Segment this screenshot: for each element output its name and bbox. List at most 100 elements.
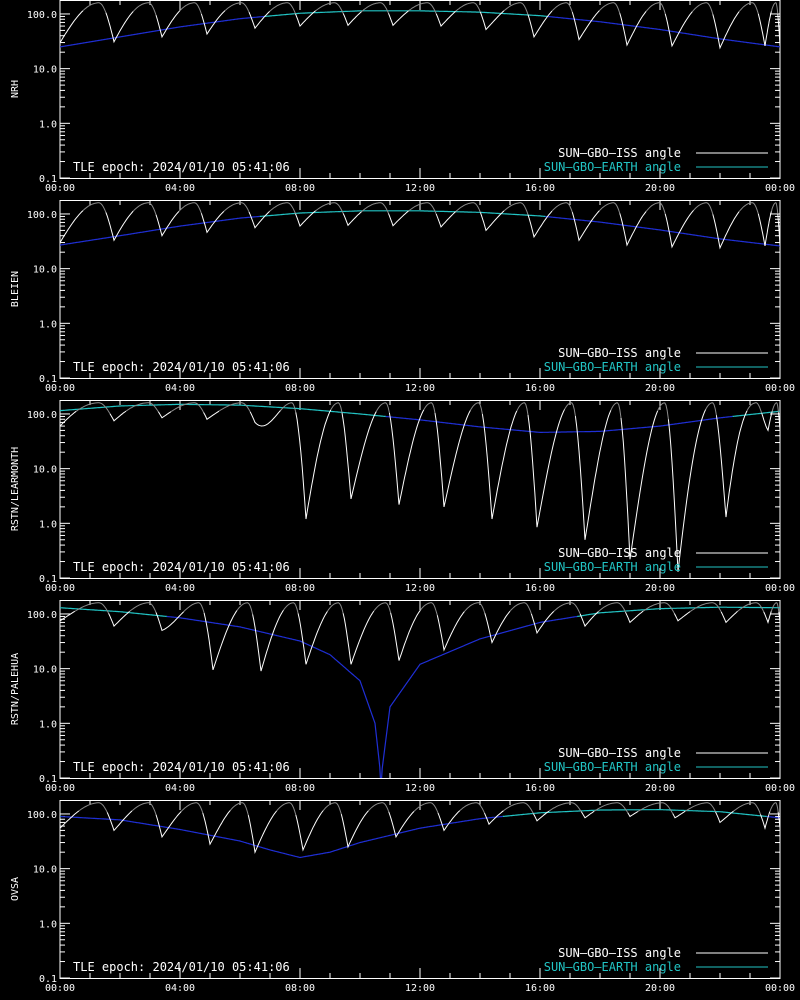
iss-angle-line [530,611,555,635]
x-tick-label: 12:00 [405,183,435,194]
iss-angle-faded-line [131,802,157,815]
iss-angle-line [484,810,504,826]
x-tick-label: 20:00 [645,383,675,394]
x-tick-label: 08:00 [285,383,315,394]
iss-angle-line [249,410,281,427]
iss-angle-faded-line [368,802,390,813]
iss-angle-line [579,611,599,628]
iss-angle-line [295,210,316,228]
x-tick-label: 00:00 [45,583,75,594]
iss-angle-faded-line [132,202,157,215]
iss-angle-line [155,10,181,39]
iss-angle-line [388,409,425,505]
iss-angle-line [203,410,220,421]
y-tick-label: 10.0 [33,65,57,76]
iss-angle-line [155,611,185,632]
iss-angle-line [434,410,471,508]
x-tick-label: 00:00 [45,983,75,994]
iss-angle-line [777,13,780,46]
iss-angle-line [672,810,686,819]
iss-angle-faded-line [770,2,779,14]
x-tick-label: 00:00 [45,783,75,794]
y-tick-label: 1.0 [39,119,57,130]
x-tick-label: 04:00 [165,383,195,394]
y-tick-label: 0.1 [39,974,57,985]
iss-angle-faded-line [503,2,529,15]
iss-angle-line [715,410,748,518]
iss-angle-line [527,409,566,528]
x-tick-label: 08:00 [285,583,315,594]
x-tick-label: 00:00 [765,983,795,994]
tle-epoch-annotation: TLE epoch: 2024/01/10 05:41:06 [73,160,290,174]
iss-angle-faded-line [684,802,716,813]
iss-angle-faded-line [503,802,534,814]
iss-angle-faded-line [373,602,392,613]
x-tick-label: 16:00 [525,583,555,594]
iss-angle-faded-line [657,402,669,420]
legend-earth-label: SUN–GBO–EARTH angle [544,560,681,574]
iss-angle-faded-line [705,402,717,416]
iss-angle-faded-line [315,2,344,14]
y-axis-label: BLEIEN [10,271,21,307]
iss-angle-faded-line [733,802,761,815]
panel-4: 100.010.01.00.100:00 04:00 08:00 12:00 16:00… [10,600,795,794]
iss-angle-line [760,811,771,830]
iss-angle-line [436,611,465,652]
earth-angle-day-line [60,607,167,618]
x-tick-label: 04:00 [165,183,195,194]
earth-angle-night-line [60,15,265,48]
iss-angle-faded-line [770,202,779,214]
x-tick-label: 20:00 [645,783,675,794]
iss-angle-line [664,11,693,48]
x-tick-label: 04:00 [165,983,195,994]
iss-angle-faded-line [326,602,344,614]
iss-angle-line [532,810,550,822]
x-tick-label: 12:00 [405,383,435,394]
iss-angle-line [619,211,647,247]
iss-angle-line [667,409,707,572]
earth-angle-day-line [264,10,548,18]
iss-angle-line [200,211,225,234]
earth-angle-day-line [577,606,780,618]
iss-angle-line [340,810,369,849]
y-tick-label: 100.0 [27,610,57,621]
iss-angle-line [295,409,332,520]
iss-angle-line [388,210,409,227]
iss-angle-faded-line [464,602,486,614]
iss-angle-faded-line [599,2,621,14]
iss-angle-faded-line [610,402,622,418]
iss-angle-faded-line [78,802,108,813]
y-tick-label: 1.0 [39,319,57,330]
y-tick-label: 0.1 [39,174,57,185]
iss-angle-line [342,211,362,227]
y-tick-label: 0.1 [39,574,57,585]
iss-angle-faded-line [598,602,626,613]
iss-angle-line [108,611,130,627]
panel-5: 100.010.01.00.100:00 04:00 08:00 12:00 16:00… [10,800,795,994]
earth-angle-night-line [766,815,780,819]
iss-angle-faded-line [503,202,529,215]
iss-angle-faded-line [269,202,296,214]
legend-iss-label: SUN–GBO–ISS angle [558,746,681,760]
iss-angle-line [390,609,421,661]
iss-angle-line [109,410,127,422]
iss-angle-line [247,810,278,854]
iss-angle-faded-line [179,2,202,15]
iss-angle-line [712,211,740,250]
iss-angle-faded-line [224,2,250,13]
iss-angle-faded-line [599,202,621,214]
iss-angle-faded-line [132,2,157,16]
iss-angle-faded-line [180,802,204,814]
iss-angle-line [580,810,595,819]
iss-angle-faded-line [229,802,249,816]
x-tick-label: 12:00 [405,783,435,794]
iss-angle-faded-line [276,802,297,816]
iss-angle-faded-line [183,602,205,614]
iss-angle-line [571,210,600,242]
x-tick-label: 16:00 [525,783,555,794]
legend-earth-label: SUN–GBO–EARTH angle [544,360,681,374]
iss-angle-line [763,611,772,624]
iss-angle-line [342,11,362,27]
iss-angle-faded-line [738,2,759,14]
iss-angle-line [435,211,456,228]
